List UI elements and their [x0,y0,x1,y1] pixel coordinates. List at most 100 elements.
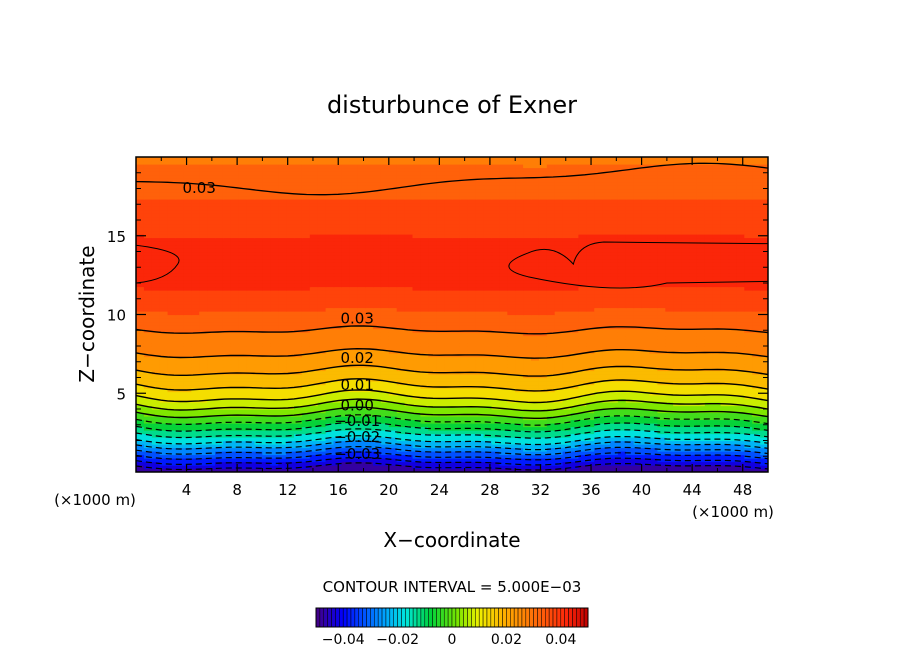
field-cell [136,346,145,351]
field-cell [167,430,177,435]
field-cell [238,360,248,365]
field-cell [365,290,374,295]
field-cell [317,444,327,449]
field-cell [380,328,390,333]
field-cell [444,461,453,466]
field-cell [230,328,240,333]
field-cell [436,356,445,361]
field-cell [744,367,753,372]
field-cell [262,384,271,389]
field-cell [286,437,295,442]
field-cell [689,255,698,260]
field-cell [744,318,753,323]
field-cell [633,290,643,295]
field-cell [159,353,169,358]
field-cell [507,349,516,354]
field-cell [286,374,295,379]
field-cell [270,370,279,375]
field-cell [388,440,398,445]
field-cell [483,258,493,263]
field-cell [412,300,421,305]
field-cell [673,451,682,456]
field-cell [222,402,232,407]
field-cell [278,454,287,459]
field-cell [649,335,658,340]
field-cell [515,328,524,333]
field-cell [736,265,745,270]
field-cell [199,412,208,417]
field-cell [412,272,421,277]
field-cell [689,412,698,417]
field-cell [167,370,177,375]
field-cell [649,325,658,330]
field-cell [222,377,232,382]
field-cell [254,402,263,407]
field-cell [744,416,753,421]
field-cell [183,451,192,456]
field-cell [562,255,572,260]
field-cell [531,335,540,340]
field-cell [459,398,469,403]
field-cell [515,412,524,417]
field-cell [230,388,240,393]
field-cell [720,426,730,431]
field-cell [380,367,390,372]
field-cell [515,335,524,340]
field-cell [507,381,516,386]
field-cell [681,353,690,358]
field-cell [562,360,572,365]
field-cell [696,360,706,365]
field-cell [649,444,658,449]
field-cell [531,353,540,358]
field-cell [246,454,256,459]
field-cell [657,255,666,260]
field-cell [199,290,208,295]
field-cell [704,300,714,305]
field-cell [246,426,256,431]
field-cell [483,356,493,361]
field-cell [191,353,200,358]
field-cell [404,283,414,288]
field-cell [641,395,651,400]
field-cell [317,311,327,316]
field-cell [357,416,366,421]
field-cell [744,304,753,309]
field-cell [143,339,153,344]
field-cell [475,388,485,393]
field-cell [365,276,374,281]
field-cell [365,332,374,337]
field-cell [238,304,248,309]
field-cell [452,447,461,452]
field-cell [215,286,224,291]
field-cell [689,423,698,428]
field-cell [151,325,161,330]
field-cell [657,297,666,302]
field-cell [436,367,445,372]
field-cell [696,335,706,340]
field-cell [444,283,453,288]
field-cell [752,304,761,309]
field-cell [586,346,595,351]
field-cell [452,374,461,379]
field-cell [396,395,406,400]
field-cell [689,465,698,470]
field-cell [744,451,753,456]
field-cell [396,440,406,445]
field-cell [531,300,540,305]
field-cell [531,321,540,326]
field-cell [507,321,516,326]
field-cell [294,335,303,340]
field-cell [696,325,706,330]
field-cell [625,465,635,470]
field-cell [420,262,429,267]
field-cell [499,311,508,316]
field-cell [333,360,342,365]
field-cell [373,419,382,424]
field-cell [191,251,200,256]
field-cell [594,468,603,472]
field-cell [175,377,184,382]
field-cell [704,353,714,358]
field-cell [744,349,753,354]
field-cell [452,332,461,337]
field-cell [546,262,556,267]
